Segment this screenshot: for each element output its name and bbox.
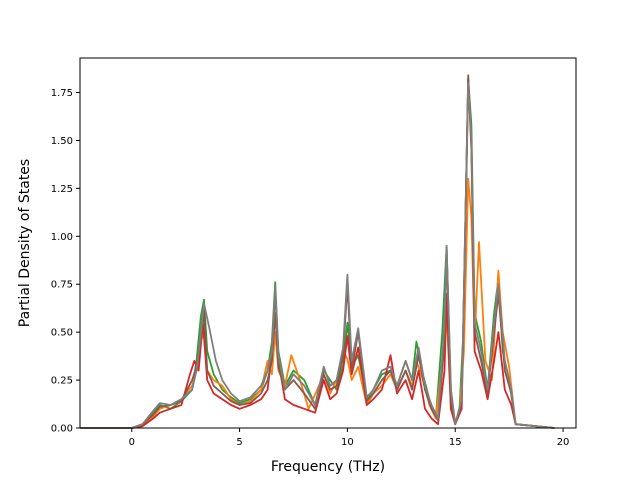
x-tick-label: 10: [341, 437, 354, 448]
x-tick-label: 5: [236, 437, 242, 448]
series-lines: [80, 74, 555, 429]
plot-background: [80, 58, 576, 428]
plot-frame: [79, 57, 577, 429]
y-tick-label: 1.00: [51, 232, 73, 243]
y-axis: 0.00 0.25 0.50 0.75 1.00 1.25 1.50 1.75: [51, 88, 80, 435]
x-tick-label: 20: [557, 437, 570, 448]
y-tick-label: 0.25: [51, 376, 73, 387]
y-tick-label: 0.50: [51, 328, 73, 339]
x-tick-label: 0: [129, 437, 135, 448]
plot-area: [79, 57, 577, 429]
x-axis-label: Frequency (THz): [271, 459, 385, 475]
y-tick-label: 1.50: [51, 136, 73, 147]
y-tick-label: 1.25: [51, 184, 73, 195]
x-tick-label: 15: [449, 437, 462, 448]
y-tick-label: 0.00: [51, 424, 73, 435]
x-axis: 0 5 10 15 20: [129, 428, 570, 448]
y-tick-label: 1.75: [51, 88, 73, 99]
y-axis-label: Partial Density of States: [17, 159, 33, 327]
y-tick-label: 0.75: [51, 280, 73, 291]
series-line-5: [80, 82, 555, 429]
